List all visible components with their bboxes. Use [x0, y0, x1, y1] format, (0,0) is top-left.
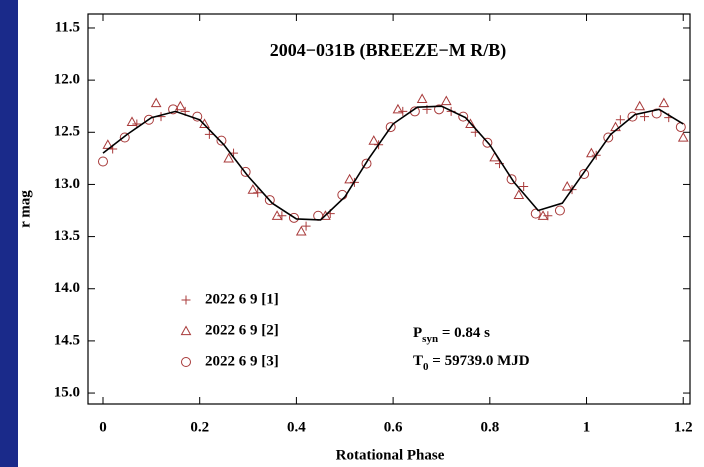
data-point [150, 97, 162, 108]
legend-label: 2022 6 9 [1] [205, 291, 279, 307]
data-point [398, 106, 408, 116]
y-tick-label: 11.5 [55, 19, 80, 35]
data-point [368, 135, 380, 145]
data-point [264, 195, 275, 206]
data-point [216, 135, 227, 146]
data-point [482, 137, 493, 148]
y-tick-label: 12.5 [54, 124, 80, 140]
y-tick-label: 14.5 [54, 332, 80, 348]
annotation-sub: 0 [423, 361, 429, 373]
data-point [204, 129, 214, 139]
data-point [537, 210, 549, 220]
legend-label: 2022 6 9 [3] [205, 353, 279, 369]
data-point [440, 95, 452, 106]
data-point [344, 173, 355, 184]
data-point [240, 166, 251, 177]
data-point [519, 182, 529, 192]
annotation-rest: = 59739.0 MJD [429, 353, 530, 369]
data-point [392, 103, 404, 114]
y-tick-label: 15.0 [54, 384, 80, 400]
x-tick-label: 0.4 [287, 419, 306, 435]
data-point [465, 118, 476, 129]
x-tick-label: 1.2 [674, 419, 693, 435]
data-point [277, 211, 287, 221]
data-point [119, 132, 130, 143]
legend-marker [180, 325, 192, 336]
data-point [168, 104, 179, 115]
x-tick-label: 0.6 [384, 419, 403, 435]
data-point [143, 114, 154, 125]
x-tick-label: 0 [99, 419, 107, 435]
x-tick-label: 0.2 [190, 419, 209, 435]
data-point [658, 97, 670, 108]
data-point [627, 111, 638, 122]
plot-frame [87, 13, 691, 405]
background-strip [0, 0, 18, 467]
data-point [301, 221, 311, 231]
data-point [586, 147, 597, 158]
data-point [640, 112, 650, 122]
data-point [579, 169, 590, 180]
data-point [97, 156, 108, 167]
y-tick-label: 13.0 [54, 176, 80, 192]
data-point [554, 205, 565, 216]
data-point [530, 208, 541, 219]
data-point [288, 212, 299, 223]
annotation-rest: = 0.84 s [438, 325, 490, 341]
data-point [615, 115, 625, 125]
x-tick-label: 1 [583, 419, 591, 435]
data-point [603, 132, 614, 143]
data-point [416, 93, 428, 104]
data-point [651, 108, 662, 119]
legend-label: 2022 6 9 [2] [205, 322, 279, 338]
y-tick-label: 13.5 [54, 228, 80, 244]
legend-marker [181, 295, 191, 305]
y-tick-label: 14.0 [54, 280, 80, 296]
data-point [126, 116, 138, 126]
data-point [361, 158, 372, 169]
data-point [320, 210, 331, 220]
annotation-main: T [413, 353, 423, 369]
annotation-main: P [413, 325, 422, 341]
y-axis-label: r mag [17, 190, 33, 228]
x-tick-label: 0.8 [480, 419, 499, 435]
x-axis-label: Rotational Phase [336, 447, 445, 463]
data-point [561, 180, 573, 191]
data-point [543, 211, 553, 221]
data-point [175, 100, 186, 111]
data-point [458, 111, 469, 122]
data-point [677, 131, 689, 142]
data-point [634, 100, 646, 111]
data-point [271, 210, 283, 220]
data-point [513, 189, 525, 199]
y-tick-label: 12.0 [54, 72, 80, 88]
data-point [385, 122, 396, 133]
annotation: Psyn = 0.84 s [413, 325, 490, 344]
data-point [223, 152, 235, 163]
data-point [247, 184, 259, 194]
annotation-sub: syn [422, 333, 438, 345]
data-point [434, 104, 445, 115]
legend-marker [181, 357, 191, 367]
chart-title: 2004−031B (BREEZE−M R/B) [270, 40, 507, 61]
data-point [295, 225, 307, 236]
fit-line [102, 105, 684, 221]
annotation: T0 = 59739.0 MJD [413, 353, 530, 372]
data-point [506, 174, 517, 185]
